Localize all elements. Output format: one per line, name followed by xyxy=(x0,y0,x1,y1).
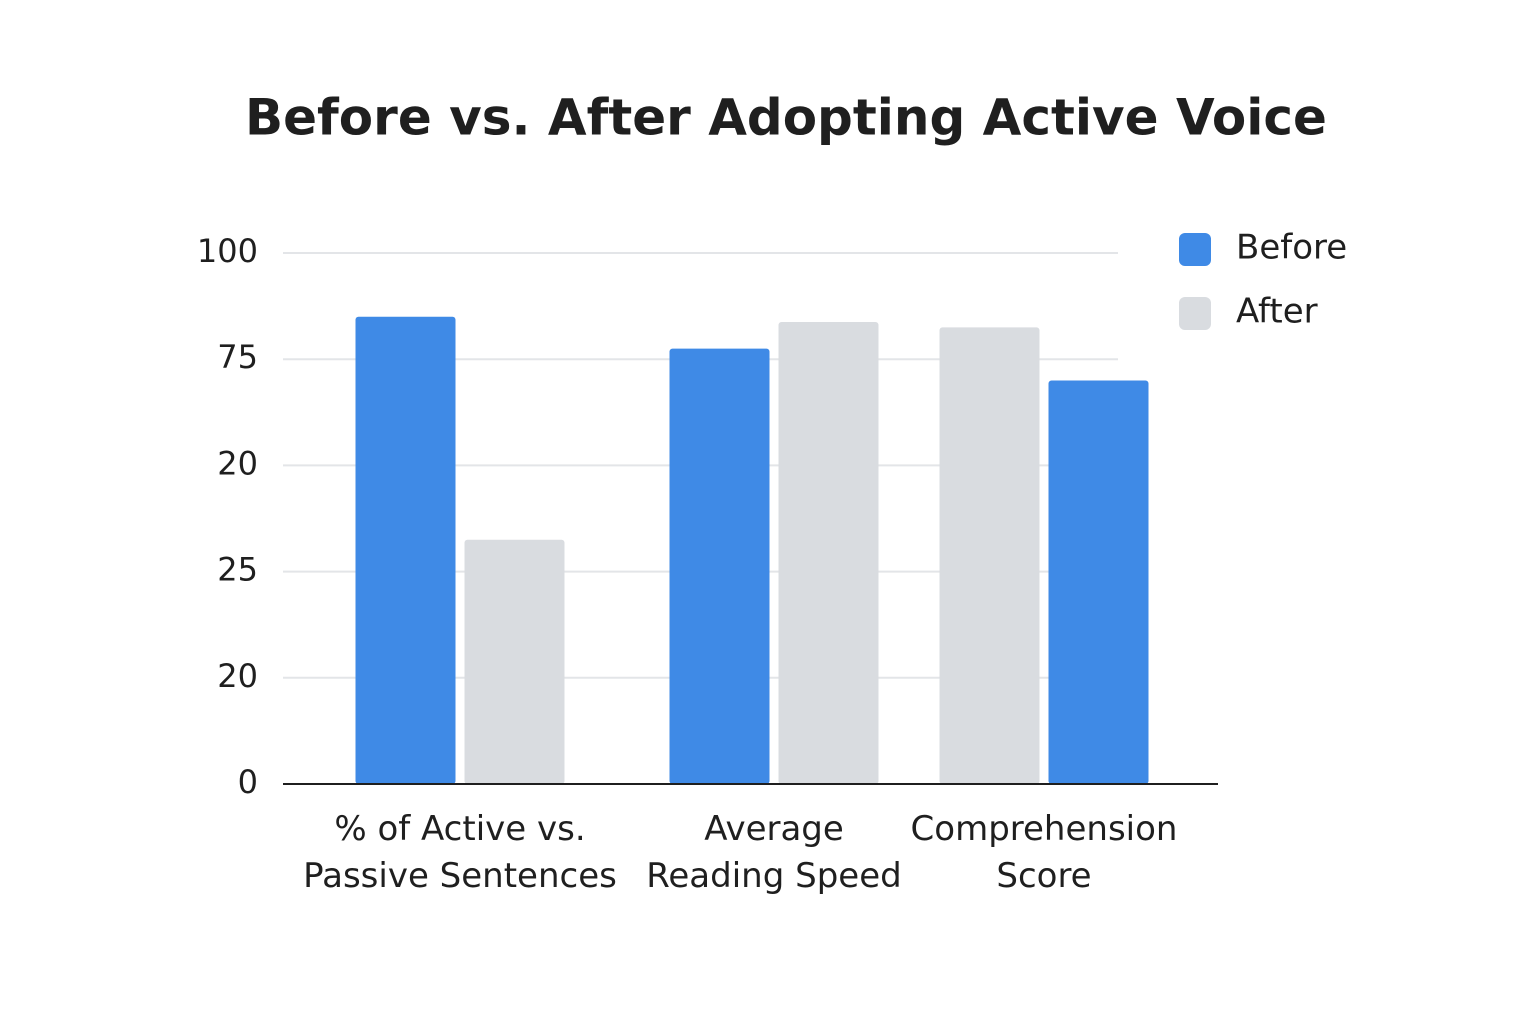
legend-swatch xyxy=(1179,233,1211,266)
bar xyxy=(939,327,1040,784)
chart-title: Before vs. After Adopting Active Voice xyxy=(245,89,1327,147)
x-tick-label: Comprehension Score xyxy=(911,809,1178,896)
x-tick-label: Average Reading Speed xyxy=(646,809,901,896)
x-tick-label: % of Active vs. Passive Sentences xyxy=(303,809,617,896)
bar xyxy=(464,539,565,784)
y-tick-label: 100 xyxy=(197,232,258,270)
y-tick-label: 20 xyxy=(217,444,258,482)
bar xyxy=(1048,380,1149,784)
legend-label: Before xyxy=(1236,228,1347,268)
legend-label: After xyxy=(1236,292,1318,332)
bar xyxy=(355,316,456,784)
y-tick-label: 75 xyxy=(217,338,258,376)
bar xyxy=(778,322,879,784)
y-tick-label: 20 xyxy=(217,657,258,695)
y-tick-label: 25 xyxy=(217,551,258,589)
y-tick-label: 0 xyxy=(238,763,258,801)
bar xyxy=(669,348,770,784)
legend-swatch xyxy=(1179,297,1211,330)
